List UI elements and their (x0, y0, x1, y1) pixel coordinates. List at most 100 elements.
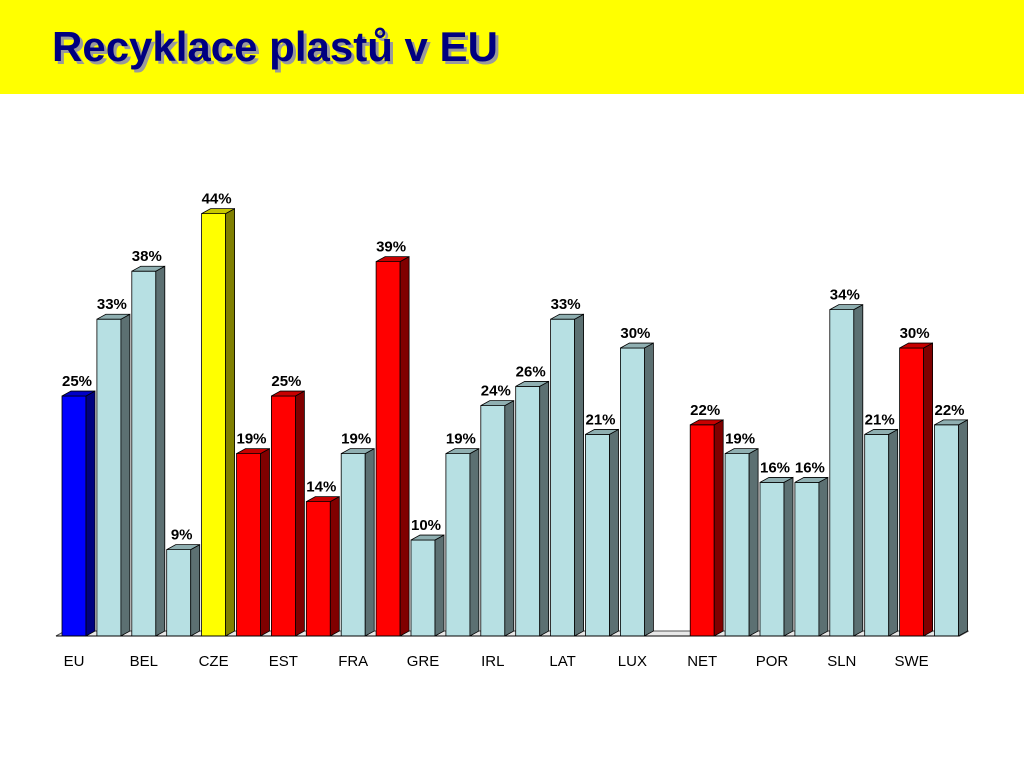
bar (270, 390, 305, 637)
data-label: 30% (900, 325, 930, 342)
bar (829, 303, 864, 637)
bar-front (864, 433, 890, 637)
bar-front (550, 318, 575, 637)
data-label: 30% (620, 325, 650, 342)
bar-top (759, 477, 794, 483)
bar-front (375, 261, 401, 637)
bar (515, 380, 550, 637)
data-label: 19% (725, 431, 755, 448)
bar-front (61, 395, 87, 637)
bar-top (375, 256, 410, 262)
bar-top (271, 390, 305, 397)
bar-top (410, 534, 445, 541)
x-tick-label: BEL (130, 653, 158, 670)
bar-front (480, 405, 506, 637)
bar (899, 342, 933, 637)
bar-top (829, 304, 863, 310)
bar-top (585, 429, 619, 435)
bar-front (689, 424, 715, 637)
data-label: 44% (202, 191, 232, 208)
data-label: 39% (376, 239, 406, 256)
bar-side (609, 428, 619, 637)
bar-top (690, 419, 724, 426)
data-label: 19% (446, 431, 476, 448)
bar-side (748, 447, 759, 637)
bar (724, 447, 759, 637)
bar-top (166, 544, 200, 550)
bar (689, 419, 724, 637)
bar-side (85, 390, 96, 637)
bar-side (120, 313, 131, 637)
x-tick-label: IRL (481, 653, 504, 670)
bar-side (504, 399, 515, 637)
x-tick-label: POR (756, 653, 789, 670)
bar-side (260, 447, 270, 637)
bar-side (644, 342, 654, 637)
data-label: 9% (171, 527, 193, 544)
data-label: 38% (132, 248, 162, 265)
bar-side (399, 255, 410, 637)
bar-front (899, 347, 924, 637)
bar-front (759, 481, 785, 637)
data-label: 16% (795, 459, 825, 476)
data-label: 26% (516, 363, 546, 380)
x-tick-label: FRA (338, 653, 368, 670)
bar (131, 265, 166, 637)
data-label: 14% (306, 479, 336, 496)
bar-top (236, 448, 270, 454)
x-tick-label: NET (687, 653, 717, 670)
bar (480, 399, 515, 637)
bar-side (853, 303, 864, 637)
bar (201, 207, 235, 637)
data-label: 16% (760, 459, 790, 476)
data-label-group: 25% 33% 38% 9% 44% 19% 25% 14% 19% 39% 10% 19% 24% 26… (62, 191, 965, 544)
bar-side (713, 419, 724, 637)
slide-title: Recyklace plastů v EU (52, 23, 498, 70)
bar-side (190, 543, 201, 637)
bar (794, 476, 829, 637)
x-tick-label: GRE (407, 653, 440, 670)
bar-top (480, 400, 514, 406)
data-label: 33% (97, 296, 127, 313)
bar-top (445, 448, 480, 454)
x-axis: EU BEL CZE EST FRA GRE IRL LAT LUX NET POR SLN SWE (56, 635, 960, 670)
bar-top (620, 342, 654, 349)
bar-front (236, 453, 261, 637)
bar-top (341, 448, 375, 454)
bar (585, 428, 619, 637)
bar (236, 447, 270, 637)
bar (61, 390, 96, 637)
data-label: 34% (830, 287, 860, 304)
bar-front (934, 424, 959, 637)
bar-top (201, 208, 235, 214)
bar-top (515, 381, 549, 387)
bar-front (340, 453, 366, 637)
data-label: 22% (934, 402, 964, 419)
x-tick-label: EU (64, 653, 85, 670)
bar-side (923, 342, 933, 637)
bar (305, 495, 340, 637)
bar-top (61, 390, 96, 397)
bar-group (61, 207, 968, 637)
bar-side (818, 476, 829, 637)
data-label: 25% (271, 373, 301, 390)
bar (410, 534, 445, 637)
bar (375, 255, 410, 637)
bar (96, 313, 131, 637)
bar-side (295, 390, 305, 637)
x-tick-label: LUX (618, 653, 647, 670)
x-tick-label: CZE (199, 653, 229, 670)
bar-front (794, 481, 820, 637)
bar-top (899, 342, 933, 349)
bar-top (934, 419, 968, 426)
bar-side (539, 380, 550, 637)
bar (620, 342, 654, 637)
bar-front (201, 213, 227, 637)
x-tick-label: LAT (549, 653, 575, 670)
data-label: 24% (481, 383, 511, 400)
bar-top (794, 477, 829, 483)
bar-side (225, 207, 235, 637)
bar-top (131, 265, 165, 272)
data-label: 21% (865, 411, 895, 428)
